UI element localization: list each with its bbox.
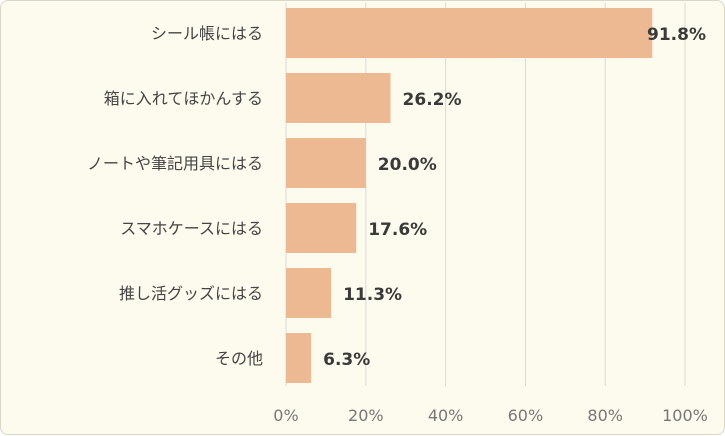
grid-layer bbox=[285, 3, 686, 386]
bar bbox=[286, 333, 312, 383]
x-tick-label: 20% bbox=[348, 406, 384, 425]
bar bbox=[286, 8, 653, 58]
value-label: 26.2% bbox=[403, 90, 462, 110]
value-label: 91.8% bbox=[647, 25, 706, 45]
category-label: シール帳にはる bbox=[151, 24, 263, 43]
x-tick-label: 100% bbox=[662, 406, 708, 425]
bar bbox=[286, 203, 357, 253]
bar bbox=[286, 138, 366, 188]
category-label: 箱に入れてほかんする bbox=[104, 89, 263, 108]
category-label: その他 bbox=[215, 349, 263, 368]
category-label: ノートや筆記用具にはる bbox=[87, 154, 263, 173]
category-label: 推し活グッズにはる bbox=[119, 284, 263, 303]
label-layer: 0% 20% 40% 60% 80% 100% シール帳にはる 91.8% 箱に入れてほかんする… bbox=[87, 24, 708, 425]
value-label: 6.3% bbox=[323, 350, 370, 370]
x-tick-label: 60% bbox=[508, 406, 544, 425]
value-label: 17.6% bbox=[368, 220, 427, 240]
bar-layer bbox=[286, 8, 653, 383]
bar bbox=[286, 73, 391, 123]
x-tick-label: 80% bbox=[587, 406, 623, 425]
x-tick-label: 40% bbox=[428, 406, 464, 425]
x-tick-label: 0% bbox=[273, 406, 298, 425]
category-label: スマホケースにはる bbox=[120, 219, 263, 238]
value-label: 20.0% bbox=[378, 155, 437, 175]
value-label: 11.3% bbox=[343, 285, 402, 305]
bar bbox=[286, 268, 332, 318]
